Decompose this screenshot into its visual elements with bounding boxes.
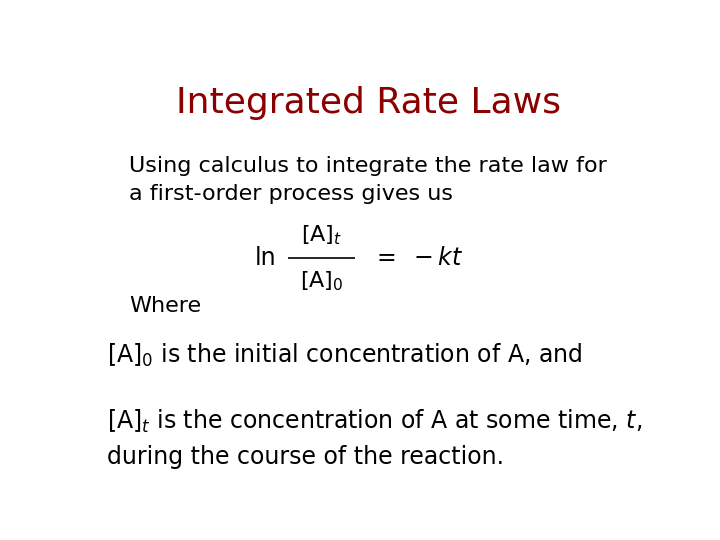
Text: $[\mathrm{A}]_t$: $[\mathrm{A}]_t$ — [301, 224, 342, 247]
Text: $[\mathrm{A}]_0$ is the initial concentration of A, and: $[\mathrm{A}]_0$ is the initial concentr… — [107, 341, 582, 368]
Text: $=\ -kt$: $=\ -kt$ — [372, 246, 463, 270]
Text: Using calculus to integrate the rate law for
a first-order process gives us: Using calculus to integrate the rate law… — [129, 156, 607, 204]
Text: $[\mathrm{A}]_0$: $[\mathrm{A}]_0$ — [300, 269, 343, 293]
Text: Integrated Rate Laws: Integrated Rate Laws — [176, 85, 562, 119]
Text: Where: Where — [129, 295, 201, 315]
Text: ln: ln — [255, 246, 276, 270]
Text: $[\mathrm{A}]_t$ is the concentration of A at some time, $t$,
during the course : $[\mathrm{A}]_t$ is the concentration of… — [107, 408, 642, 469]
